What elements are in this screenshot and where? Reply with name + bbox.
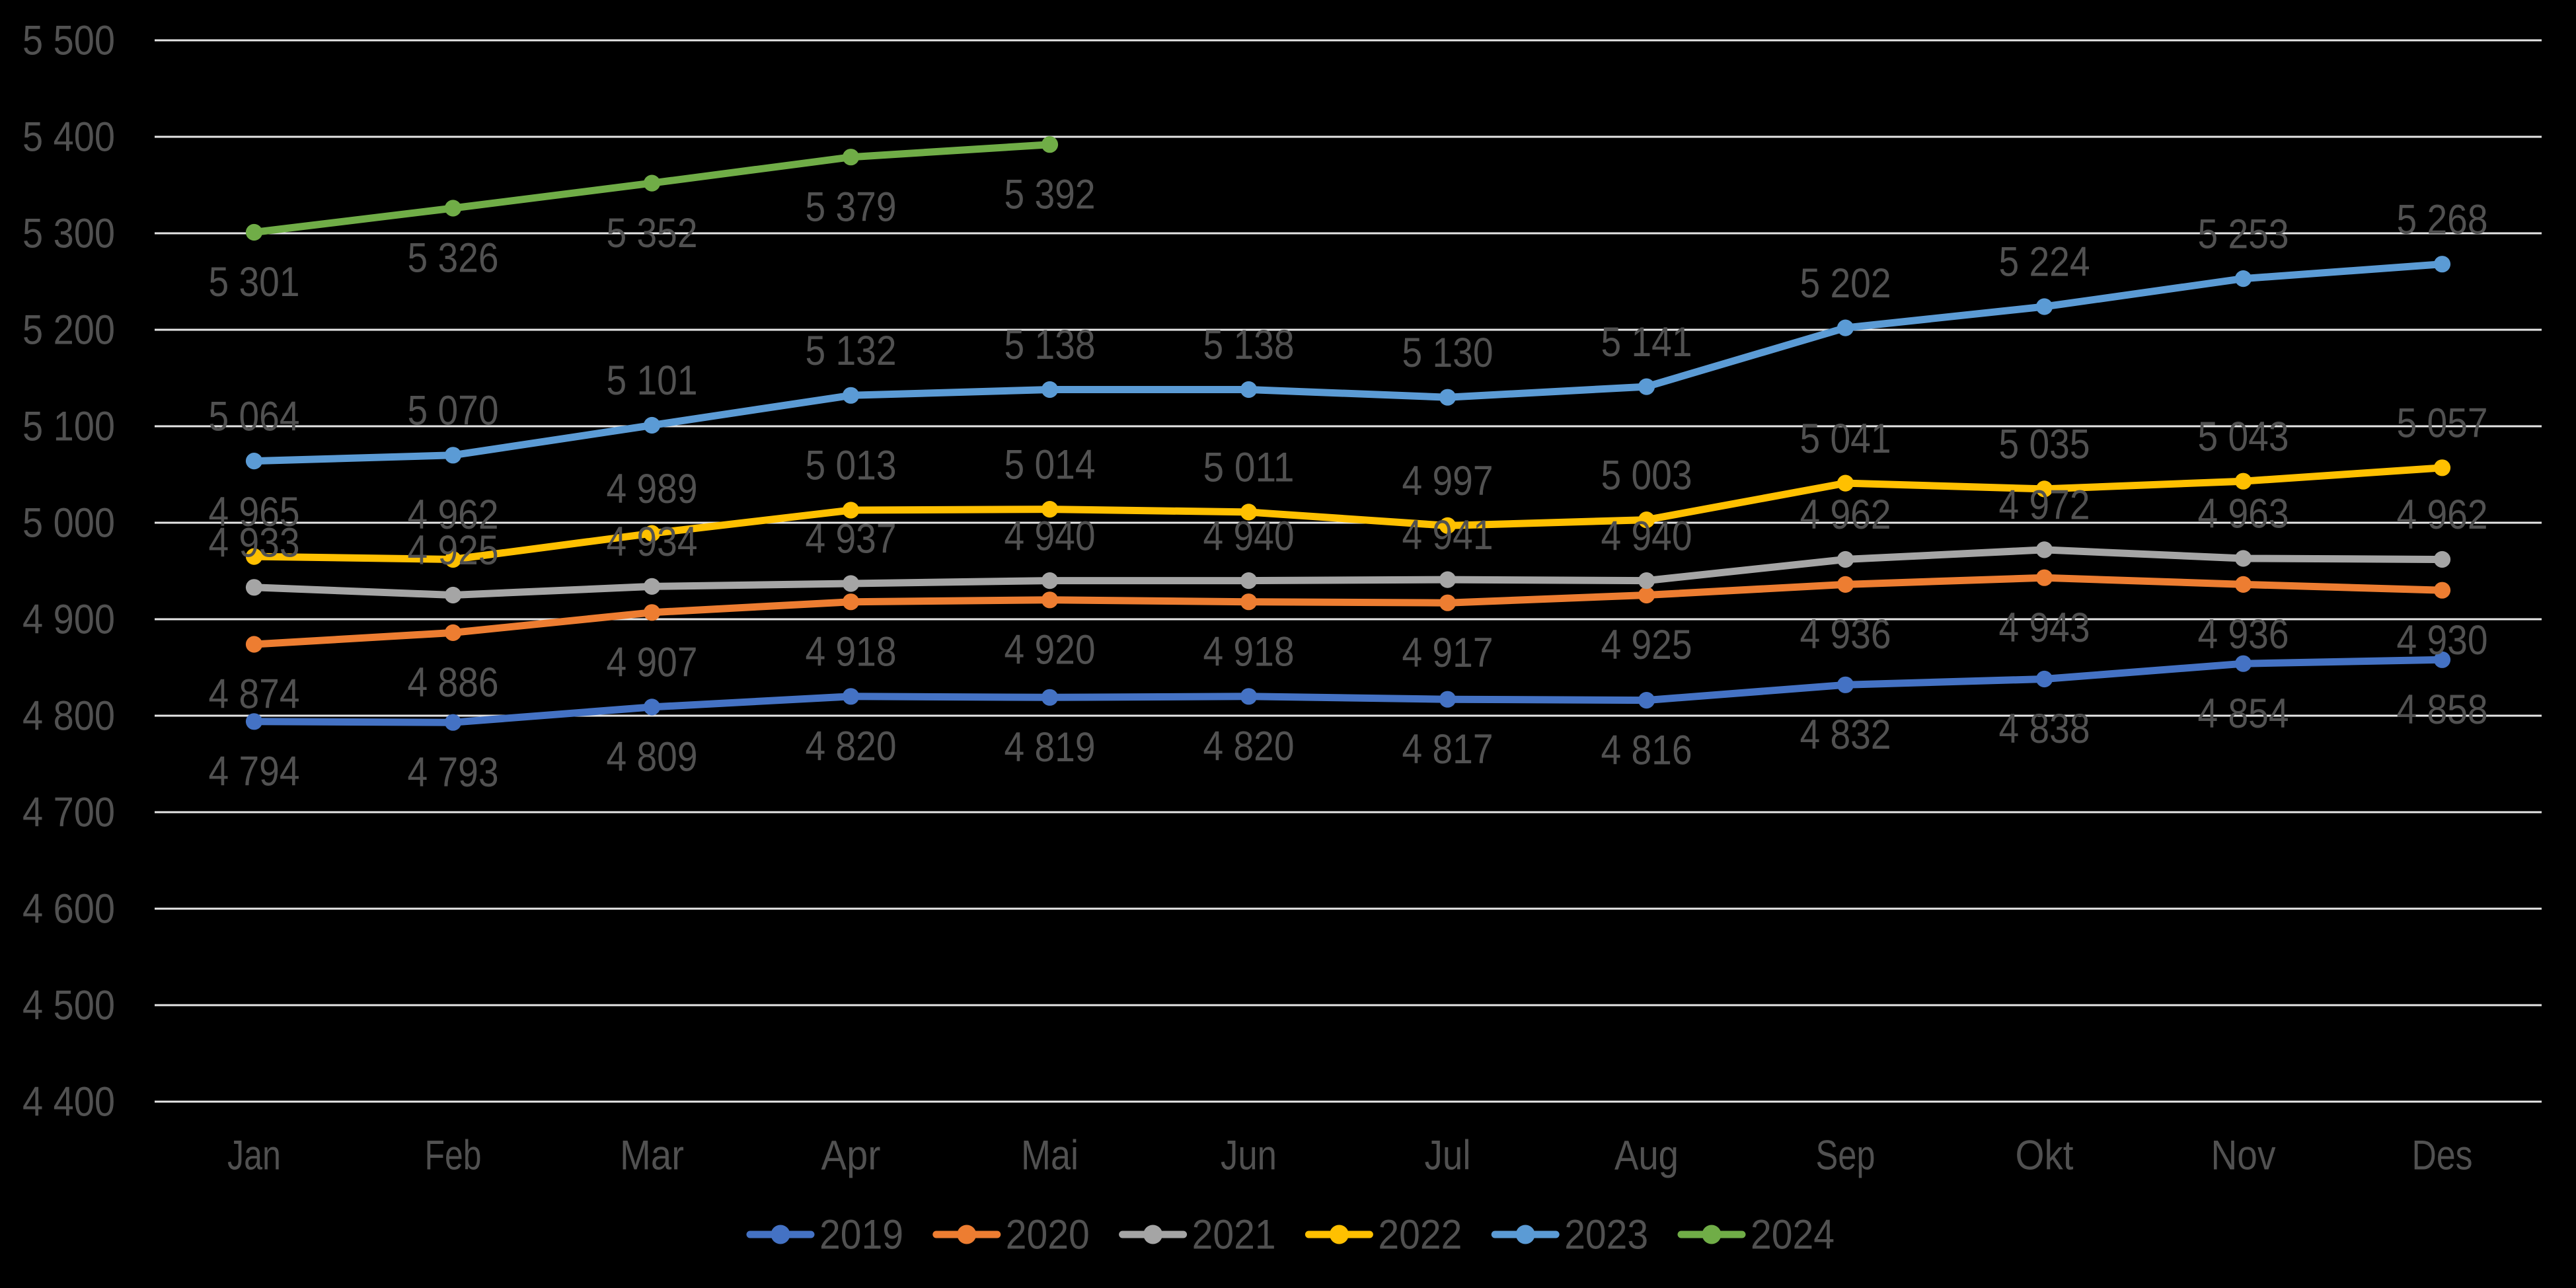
svg-text:4 997: 4 997	[1402, 458, 1494, 504]
svg-text:5 301: 5 301	[209, 259, 300, 305]
svg-text:5 500: 5 500	[22, 18, 115, 64]
svg-text:4 963: 4 963	[2198, 491, 2289, 537]
svg-text:4 500: 4 500	[22, 983, 115, 1029]
svg-text:4 962: 4 962	[2397, 492, 2488, 538]
svg-text:4 937: 4 937	[806, 516, 897, 562]
svg-text:4 907: 4 907	[607, 640, 698, 686]
svg-text:4 400: 4 400	[22, 1079, 115, 1125]
svg-text:5 379: 5 379	[806, 184, 897, 230]
svg-text:5 141: 5 141	[1601, 319, 1692, 365]
svg-text:5 013: 5 013	[806, 443, 897, 489]
svg-text:4 940: 4 940	[1601, 513, 1692, 559]
svg-text:Apr: Apr	[821, 1133, 881, 1179]
svg-text:Jan: Jan	[227, 1133, 281, 1179]
svg-text:5 011: 5 011	[1203, 445, 1295, 491]
svg-text:Jul: Jul	[1425, 1133, 1471, 1179]
svg-text:5 400: 5 400	[22, 114, 115, 161]
svg-text:4 940: 4 940	[1203, 513, 1295, 559]
svg-text:5 000: 5 000	[22, 500, 115, 547]
svg-text:Nov: Nov	[2211, 1133, 2276, 1179]
svg-text:Sep: Sep	[1816, 1133, 1875, 1179]
svg-text:4 936: 4 936	[1800, 611, 1891, 658]
svg-text:4 930: 4 930	[2397, 617, 2488, 663]
svg-text:4 917: 4 917	[1402, 630, 1494, 676]
svg-text:5 041: 5 041	[1800, 416, 1891, 462]
svg-text:4 941: 4 941	[1402, 512, 1494, 558]
svg-text:5 035: 5 035	[1999, 422, 2090, 468]
svg-text:5 300: 5 300	[22, 211, 115, 257]
svg-text:5 070: 5 070	[408, 388, 499, 434]
svg-text:Mai: Mai	[1021, 1133, 1079, 1179]
svg-text:5 057: 5 057	[2397, 400, 2488, 447]
svg-text:5 101: 5 101	[607, 358, 698, 404]
svg-text:4 820: 4 820	[1203, 724, 1295, 770]
svg-text:5 138: 5 138	[1004, 322, 1096, 368]
svg-text:4 700: 4 700	[22, 790, 115, 836]
svg-text:5 138: 5 138	[1203, 322, 1295, 368]
svg-text:4 794: 4 794	[209, 749, 300, 795]
svg-text:4 816: 4 816	[1601, 727, 1692, 773]
svg-text:5 392: 5 392	[1004, 171, 1096, 217]
svg-text:5 043: 5 043	[2198, 414, 2289, 460]
svg-text:5 014: 5 014	[1004, 441, 1096, 488]
svg-text:5 003: 5 003	[1601, 452, 1692, 498]
svg-text:4 819: 4 819	[1004, 724, 1096, 771]
svg-text:4 943: 4 943	[1999, 605, 2090, 651]
svg-text:4 925: 4 925	[408, 527, 499, 574]
svg-text:2021: 2021	[1192, 1212, 1276, 1258]
svg-text:4 600: 4 600	[22, 886, 115, 932]
svg-text:5 132: 5 132	[806, 328, 897, 374]
svg-text:5 100: 5 100	[22, 404, 115, 450]
svg-text:5 130: 5 130	[1402, 330, 1494, 376]
svg-text:4 793: 4 793	[408, 749, 499, 796]
svg-text:5 200: 5 200	[22, 307, 115, 354]
svg-text:4 886: 4 886	[408, 660, 499, 706]
svg-text:4 854: 4 854	[2198, 691, 2289, 737]
svg-text:2020: 2020	[1006, 1212, 1090, 1258]
svg-text:Feb: Feb	[425, 1133, 482, 1179]
svg-text:2023: 2023	[1564, 1212, 1648, 1258]
svg-text:4 920: 4 920	[1004, 627, 1096, 673]
svg-text:4 838: 4 838	[1999, 706, 2090, 752]
svg-text:4 918: 4 918	[1203, 628, 1295, 675]
svg-text:Okt: Okt	[2016, 1133, 2074, 1179]
svg-text:4 962: 4 962	[408, 492, 499, 538]
svg-text:5 326: 5 326	[408, 235, 499, 282]
svg-text:4 918: 4 918	[806, 628, 897, 675]
svg-text:4 900: 4 900	[22, 597, 115, 643]
svg-text:2022: 2022	[1378, 1212, 1462, 1258]
svg-text:4 832: 4 832	[1800, 712, 1891, 758]
svg-text:4 874: 4 874	[209, 671, 300, 718]
svg-text:4 809: 4 809	[607, 734, 698, 780]
svg-text:4 972: 4 972	[1999, 482, 2090, 529]
svg-text:5 268: 5 268	[2397, 196, 2488, 243]
svg-text:2024: 2024	[1751, 1212, 1835, 1258]
svg-text:4 800: 4 800	[22, 693, 115, 739]
svg-text:4 820: 4 820	[806, 724, 897, 770]
svg-text:5 352: 5 352	[607, 210, 698, 256]
svg-text:4 817: 4 817	[1402, 726, 1494, 773]
svg-text:4 962: 4 962	[1800, 492, 1891, 538]
svg-text:5 202: 5 202	[1800, 260, 1891, 307]
svg-text:4 965: 4 965	[209, 489, 300, 535]
svg-text:Des: Des	[2412, 1133, 2473, 1179]
svg-text:2019: 2019	[819, 1212, 903, 1258]
svg-text:5 253: 5 253	[2198, 211, 2289, 257]
svg-text:4 933: 4 933	[209, 520, 300, 566]
svg-text:4 934: 4 934	[607, 519, 698, 565]
svg-text:4 925: 4 925	[1601, 622, 1692, 668]
svg-text:5 224: 5 224	[1999, 239, 2090, 285]
svg-text:Jun: Jun	[1221, 1133, 1277, 1179]
svg-text:Aug: Aug	[1614, 1133, 1679, 1179]
svg-text:4 936: 4 936	[2198, 611, 2289, 658]
svg-text:4 858: 4 858	[2397, 687, 2488, 733]
svg-text:4 940: 4 940	[1004, 513, 1096, 559]
svg-text:5 064: 5 064	[209, 393, 300, 439]
svg-text:4 989: 4 989	[607, 466, 698, 512]
svg-text:Mar: Mar	[620, 1133, 684, 1179]
